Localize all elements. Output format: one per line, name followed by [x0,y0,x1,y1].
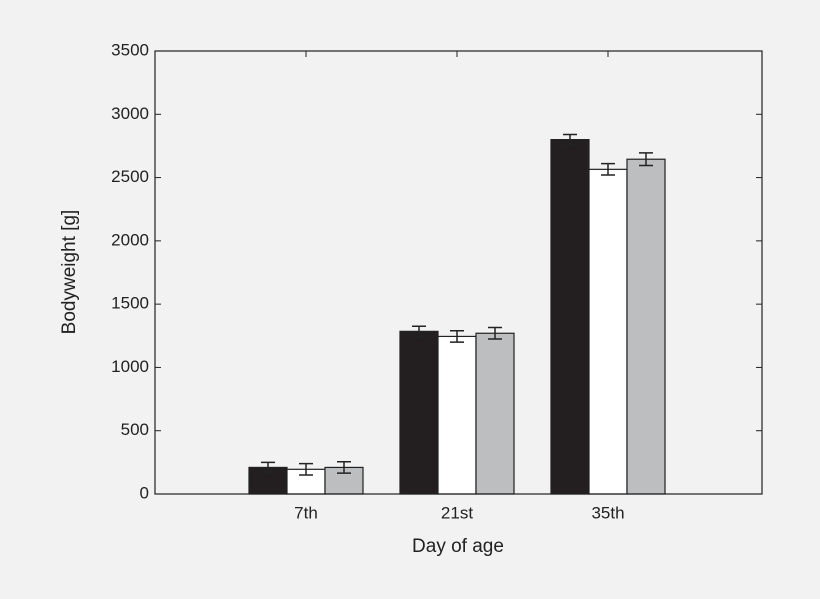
bar [399,330,439,495]
y-tick-label: 1500 [111,294,149,313]
y-tick-label: 2000 [111,230,149,249]
plot-frame [154,50,763,495]
y-tick-label: 3000 [111,104,149,123]
y-axis-label: Bodyweight [g] [59,210,80,335]
bar [475,332,515,495]
bar [550,139,590,495]
error-bar [450,329,464,343]
bar [588,168,628,495]
error-bar [488,326,502,340]
x-tick-label: 21st [441,503,473,522]
y-tick-label: 2500 [111,167,149,186]
bar [437,335,477,495]
error-bar [261,461,275,474]
y-tick-label: 500 [121,420,149,439]
x-axis-label: Day of age [412,536,504,557]
y-tick-label: 0 [140,483,149,502]
bar [626,158,666,495]
error-bar [337,460,351,474]
x-tick-label: 35th [591,503,624,522]
error-bar [563,133,577,146]
error-bar [412,325,426,338]
y-tick-label: 3500 [111,40,149,59]
error-bar [299,462,313,476]
error-bar [639,152,653,167]
y-tick-label: 1000 [111,357,149,376]
x-tick-label: 7th [294,503,318,522]
error-bar [601,162,615,176]
